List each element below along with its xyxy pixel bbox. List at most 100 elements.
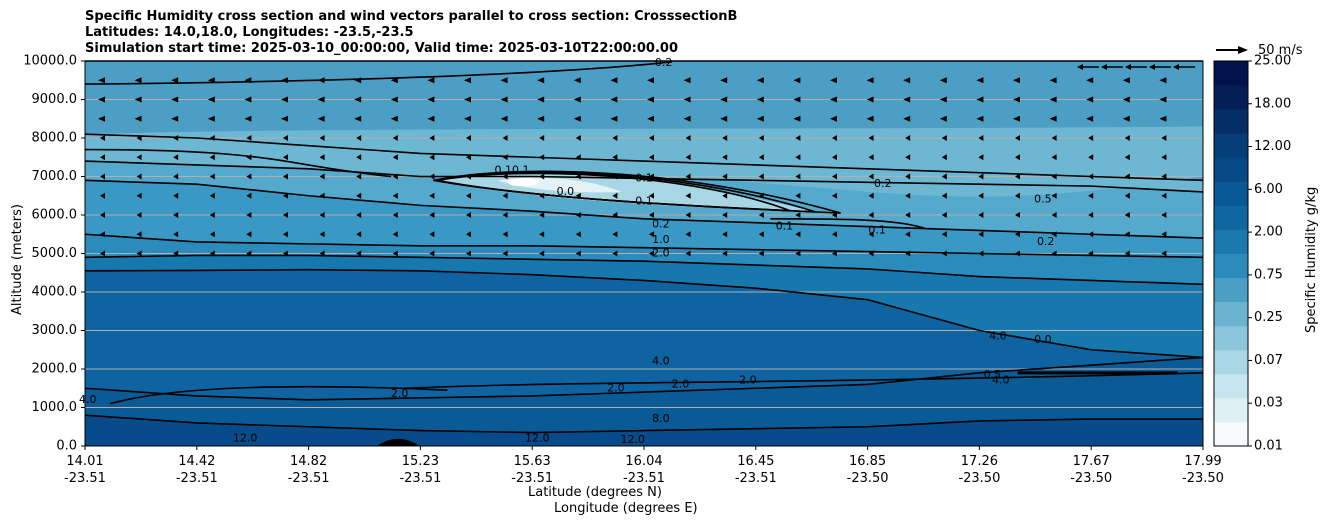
wind-vector xyxy=(685,212,691,218)
contour-label: 0.2 xyxy=(655,56,673,69)
wind-vector xyxy=(758,231,764,238)
wind-vector xyxy=(978,212,984,218)
wind-vector xyxy=(1051,231,1057,238)
wind-vector xyxy=(905,154,911,161)
wind-vector xyxy=(647,77,654,84)
wind-vector xyxy=(1088,135,1094,141)
wind-vector xyxy=(429,250,435,257)
wind-vector xyxy=(502,173,508,180)
wind-vector xyxy=(685,231,691,238)
colorbar-segment xyxy=(1214,181,1248,206)
wind-vector xyxy=(685,135,691,141)
wind-vector xyxy=(1088,212,1094,218)
wind-vector xyxy=(573,115,581,122)
wind-vector xyxy=(1013,77,1020,84)
wind-vector xyxy=(502,135,508,141)
wind-vector xyxy=(573,77,581,84)
colorbar-tick-label: 0.01 xyxy=(1254,439,1283,454)
y-tick-label: 10000.0 xyxy=(23,54,77,69)
wind-vector xyxy=(209,135,215,141)
wind-vector xyxy=(429,173,435,180)
wind-vector xyxy=(246,231,252,238)
wind-vector xyxy=(100,135,105,141)
colorbar-segment xyxy=(1214,301,1248,327)
wind-vector xyxy=(1161,135,1167,141)
wind-vector xyxy=(390,115,398,122)
wind-vector xyxy=(905,192,911,199)
wind-vector xyxy=(392,192,398,199)
x-axis: 14.01 -23.51 14.42 -23.51 14.82 -23.51 15.23 -2… xyxy=(64,446,1224,486)
wind-vector xyxy=(793,96,801,103)
wind-vector xyxy=(722,173,728,180)
wind-vector xyxy=(830,96,837,103)
x-tick-label-lat: 14.82 xyxy=(290,454,327,469)
contour-label: 12.0 xyxy=(621,433,646,446)
x-tick-label-lon: -23.51 xyxy=(735,471,777,486)
wind-vector xyxy=(98,115,105,122)
contour-line-4 xyxy=(84,254,1204,286)
wind-vector xyxy=(134,77,142,84)
wind-vector xyxy=(502,250,508,257)
x-tick-label-lon: -23.50 xyxy=(1070,471,1112,486)
colorbar-tick-label: 25.00 xyxy=(1254,54,1291,69)
wind-vector xyxy=(390,96,398,103)
wind-vector xyxy=(356,135,362,141)
wind-vector xyxy=(244,96,252,103)
wind-vector xyxy=(136,192,142,199)
y-tick-label: 0.0 xyxy=(56,439,77,454)
wind-vector xyxy=(319,250,325,257)
contour-label: 2.0 xyxy=(652,247,670,260)
wind-vector xyxy=(1088,173,1094,180)
wind-vector xyxy=(1124,250,1130,257)
wind-vector xyxy=(466,173,471,180)
wind-vector xyxy=(758,173,764,180)
contour-label: 4.0 xyxy=(79,393,97,406)
wind-vector xyxy=(905,135,911,141)
contour-label: 2.0 xyxy=(672,377,690,390)
wind-vector xyxy=(1161,173,1167,180)
wind-vector xyxy=(941,231,947,238)
wind-vector xyxy=(610,96,618,103)
contour-label: 4.0 xyxy=(652,354,670,367)
wind-vector xyxy=(758,154,764,161)
wind-scale-arrow-icon xyxy=(1216,46,1248,54)
wind-vector xyxy=(830,77,837,84)
wind-vector xyxy=(756,77,764,84)
wind-vector xyxy=(539,231,545,238)
wind-vector xyxy=(941,250,947,257)
contour-label: 0.10.1 xyxy=(494,164,529,177)
wind-vector xyxy=(575,212,581,218)
wind-vector xyxy=(722,135,728,141)
wind-vector xyxy=(1015,173,1020,180)
y-tick-label: 8000.0 xyxy=(32,131,78,146)
wind-vector xyxy=(1088,250,1094,257)
wind-vector xyxy=(356,154,362,161)
wind-vector xyxy=(246,135,252,141)
wind-vector xyxy=(100,212,105,218)
wind-vector xyxy=(1049,115,1057,122)
wind-vector xyxy=(429,135,435,141)
wind-vector xyxy=(685,192,691,199)
wind-vector xyxy=(612,135,618,141)
wind-vector xyxy=(832,154,837,161)
wind-vector xyxy=(173,192,179,199)
contour-label: 12.0 xyxy=(233,431,258,444)
wind-vector xyxy=(1161,154,1167,161)
x-tick-label-lon: -23.50 xyxy=(958,471,1000,486)
wind-vector xyxy=(756,115,764,122)
wind-vector xyxy=(722,231,728,238)
y-tick-label: 3000.0 xyxy=(32,323,78,338)
contour-label: 1.0 xyxy=(652,233,670,246)
wind-vector xyxy=(795,192,801,199)
contour-line-6 xyxy=(84,268,1204,359)
wind-vector xyxy=(354,96,362,103)
wind-vector xyxy=(136,250,142,257)
wind-vector xyxy=(319,135,325,141)
contour-line-0.75 xyxy=(84,179,1204,239)
wind-vector xyxy=(575,231,581,238)
wind-vector xyxy=(722,250,728,257)
wind-vector xyxy=(1161,192,1167,199)
wind-vector xyxy=(905,231,911,238)
contour-label: 0.1 xyxy=(635,171,653,184)
colorbar-tick-label: 2.00 xyxy=(1254,225,1283,240)
